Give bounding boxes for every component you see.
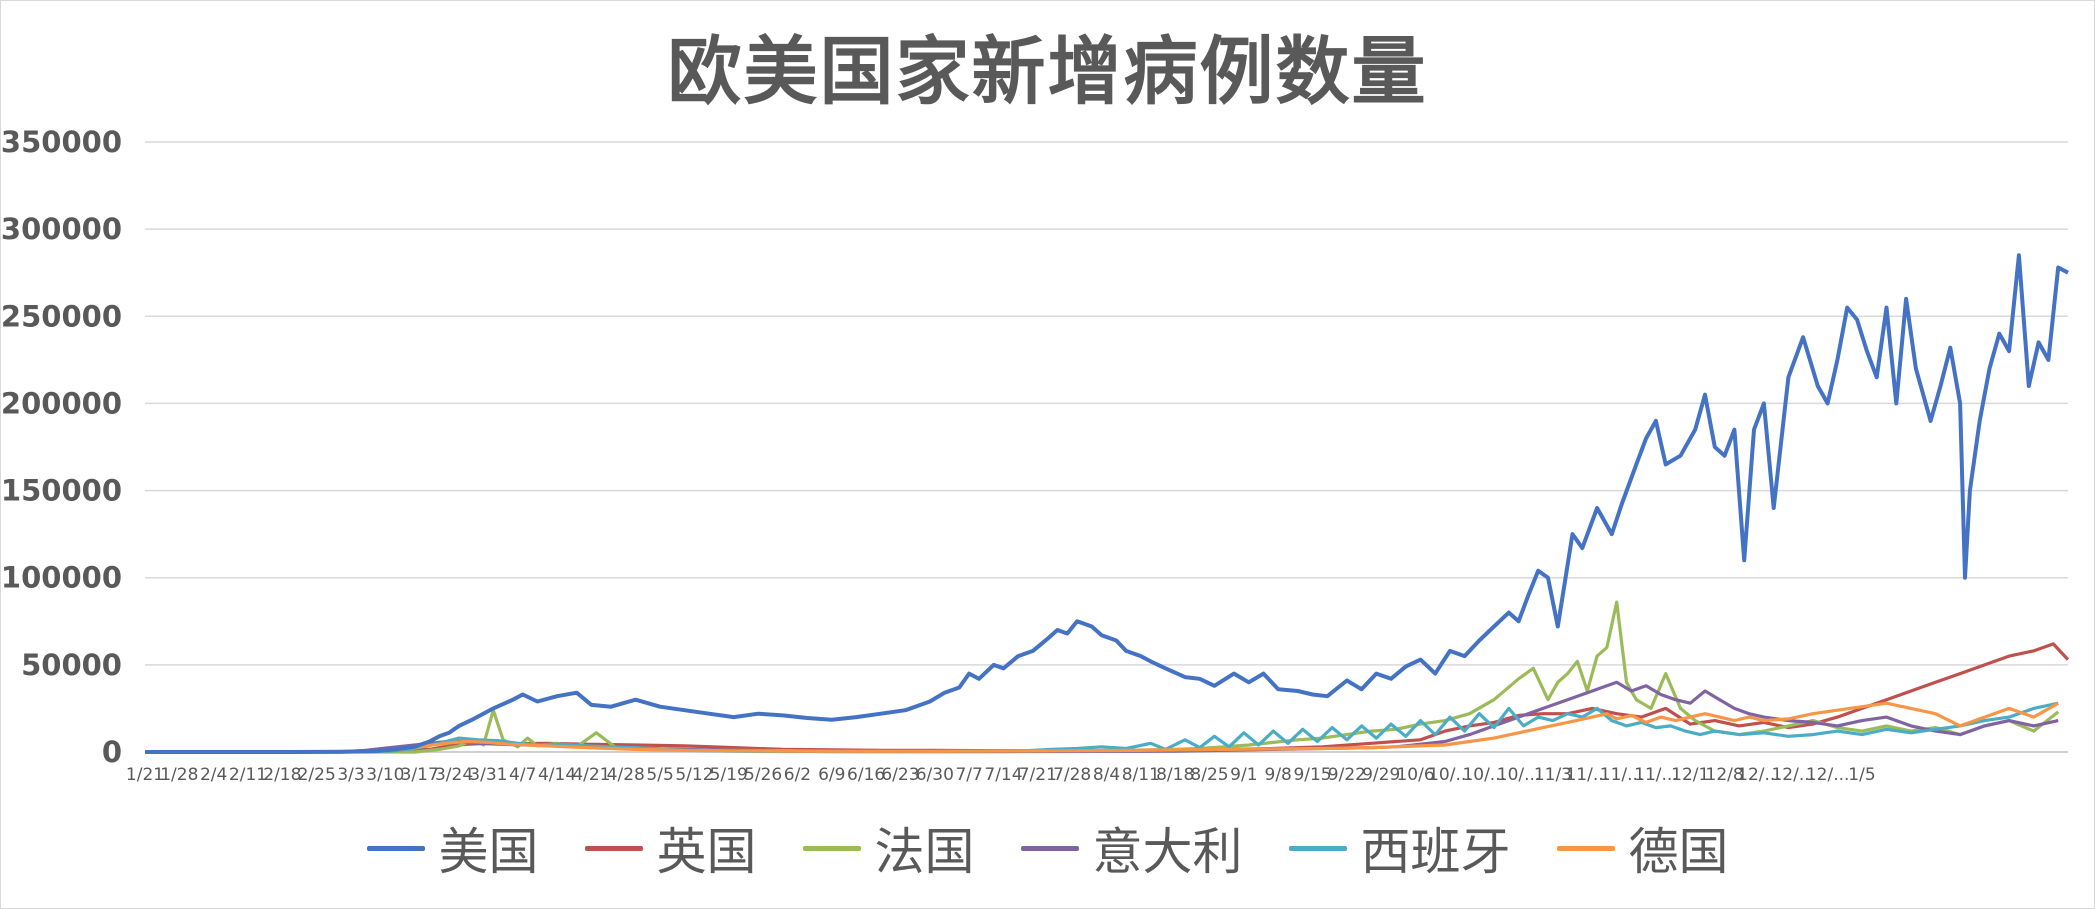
x-tick-label: 1/28 [160,765,198,785]
x-tick-label: 10/... [1462,765,1506,785]
legend-item: 英国 [584,812,757,884]
x-tick-label: 11/3 [1534,765,1572,785]
x-tick-label: 2/4 [200,765,227,785]
legend-item: 美国 [366,812,539,884]
y-axis: 0 50000 100000 150000 200000 250000 300000 3500… [1,125,122,769]
x-tick-label: 3/3 [337,765,364,785]
x-tick-label: 4/14 [538,765,576,785]
y-tick-label: 350000 [1,125,122,159]
x-tick-label: 12/8 [1706,765,1744,785]
x-tick-label: 7/21 [1019,765,1057,785]
legend-swatch [1288,845,1347,851]
x-tick-label: 2/25 [298,765,336,785]
x-tick-label: 10/... [1428,765,1472,785]
x-tick-label: 1/5 [1848,765,1875,785]
x-tick-label: 5/5 [646,765,673,785]
x-tick-label: 4/28 [607,765,645,785]
legend-swatch [802,845,861,851]
x-tick-label: 6/30 [916,765,954,785]
series-line-1 [145,253,2069,754]
x-tick-label: 9/29 [1362,765,1400,785]
legend-swatch [1020,845,1079,851]
chart-title: 欧美国家新增病例数量 [667,29,1428,115]
x-tick-label: 5/12 [675,765,713,785]
legend-label: 法国 [874,823,975,881]
legend-label: 意大利 [1092,823,1243,881]
x-tick-label: 6/16 [847,765,885,785]
x-tick-label: 8/11 [1122,765,1160,785]
legend: 美国 英国 法国 意大利 西班牙 德国 [0,812,2095,884]
legend-swatch [366,845,425,851]
y-tick-label: 300000 [1,212,122,246]
series-line-6 [145,701,2059,754]
x-tick-label: 3/24 [435,765,473,785]
x-tick-label: 2/11 [229,765,267,785]
x-tick-label: 3/10 [366,765,404,785]
series-line-2 [145,642,2070,754]
y-tick-label: 50000 [21,648,122,682]
x-tick-label: 10/... [1497,765,1541,785]
x-tick-label: 11/... [1600,765,1644,785]
x-tick-label: 1/21 [126,765,164,785]
x-tick-label: 12/1 [1671,765,1709,785]
legend-label: 英国 [656,823,757,881]
x-tick-label: 7/28 [1053,765,1091,785]
x-tick-label: 6/2 [784,765,811,785]
legend-item: 西班牙 [1288,812,1511,884]
legend-item: 德国 [1556,812,1729,884]
x-tick-label: 4/21 [572,765,610,785]
x-tick-label: 6/9 [818,765,845,785]
x-tick-label: 6/23 [881,765,919,785]
x-tick-label: 5/19 [710,765,748,785]
x-tick-label: 7/14 [984,765,1022,785]
x-tick-label: 10/6 [1396,765,1434,785]
legend-item: 意大利 [1020,812,1243,884]
x-tick-label: 3/31 [469,765,507,785]
x-tick-label: 9/22 [1328,765,1366,785]
series-line-5 [145,701,2059,754]
legend-label: 西班牙 [1360,823,1511,881]
legend-label: 德国 [1628,823,1729,881]
x-tick-label: 12/... [1806,765,1850,785]
x-axis: 1/211/28 2/4 2/112/182/25 3/3 3/103/173/243/… [126,765,1876,785]
x-tick-label: 3/17 [401,765,439,785]
x-tick-label: 2/18 [263,765,301,785]
y-tick-label: 100000 [1,561,122,595]
series-line-3 [145,600,2060,754]
x-tick-label: 8/18 [1156,765,1194,785]
legend-item: 法国 [802,812,975,884]
x-tick-label: 5/26 [744,765,782,785]
x-tick-label: 12/... [1737,765,1781,785]
x-tick-label: 4/7 [509,765,536,785]
x-tick-label: 8/25 [1190,765,1228,785]
legend-swatch [1556,845,1615,851]
legend-label: 美国 [438,823,539,881]
y-tick-label: 150000 [1,474,122,508]
x-tick-label: 7/7 [955,765,982,785]
x-tick-label: 8/4 [1093,765,1120,785]
x-tick-label: 12/... [1771,765,1815,785]
x-tick-label: 11/... [1634,765,1678,785]
series-lines [145,253,2070,754]
x-tick-label: 9/8 [1265,765,1292,785]
x-tick-label: 11/... [1565,765,1609,785]
x-tick-label: 9/1 [1230,765,1257,785]
y-tick-label: 0 [102,735,122,769]
x-tick-label: 9/15 [1293,765,1331,785]
y-tick-label: 250000 [1,299,122,333]
legend-swatch [584,845,643,851]
y-tick-label: 200000 [1,386,122,420]
